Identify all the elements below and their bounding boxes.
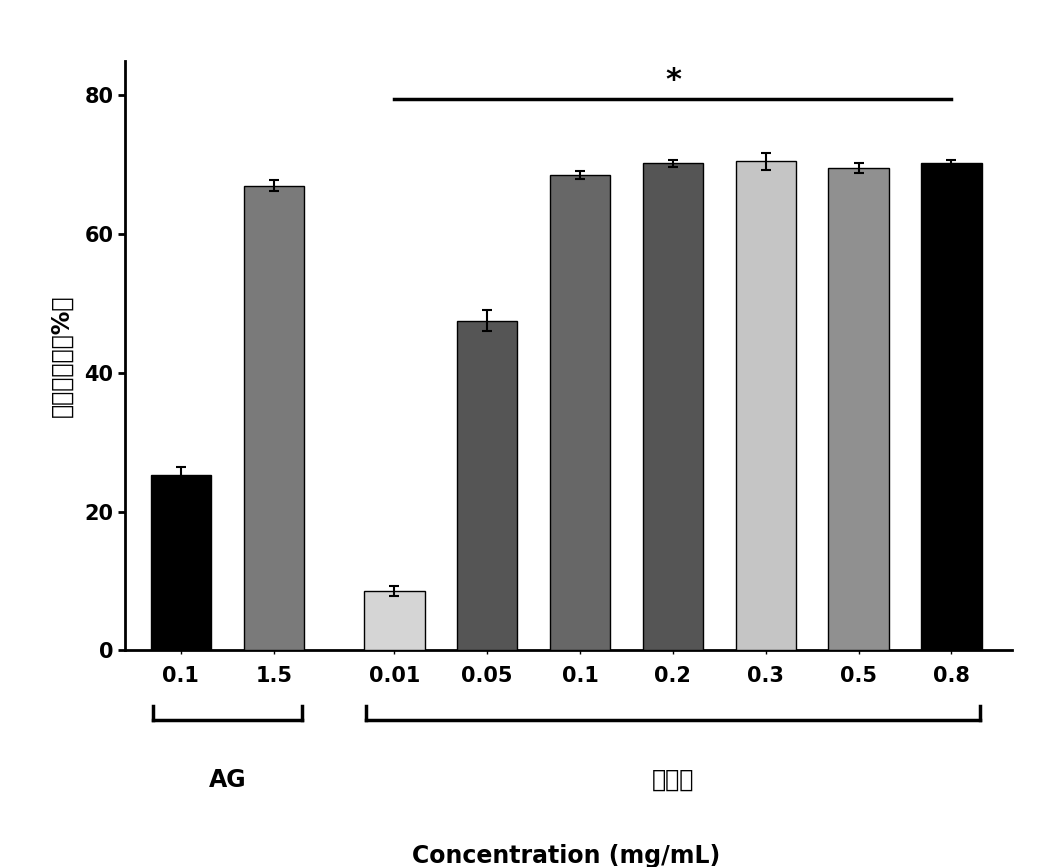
Bar [457, 321, 517, 650]
Text: AG: AG [209, 768, 246, 792]
Bar [828, 168, 889, 650]
Bar [150, 475, 211, 650]
Y-axis label: 糖化抑制率（%）: 糖化抑制率（%） [49, 294, 73, 417]
Bar [921, 163, 981, 650]
Bar [642, 163, 703, 650]
Bar [364, 591, 425, 650]
Text: Concentration (mg/mL): Concentration (mg/mL) [412, 844, 721, 867]
Text: *: * [664, 67, 681, 95]
Bar [735, 161, 796, 650]
Bar [550, 175, 610, 650]
Text: 功能饮: 功能饮 [652, 768, 694, 792]
Bar [243, 186, 304, 650]
